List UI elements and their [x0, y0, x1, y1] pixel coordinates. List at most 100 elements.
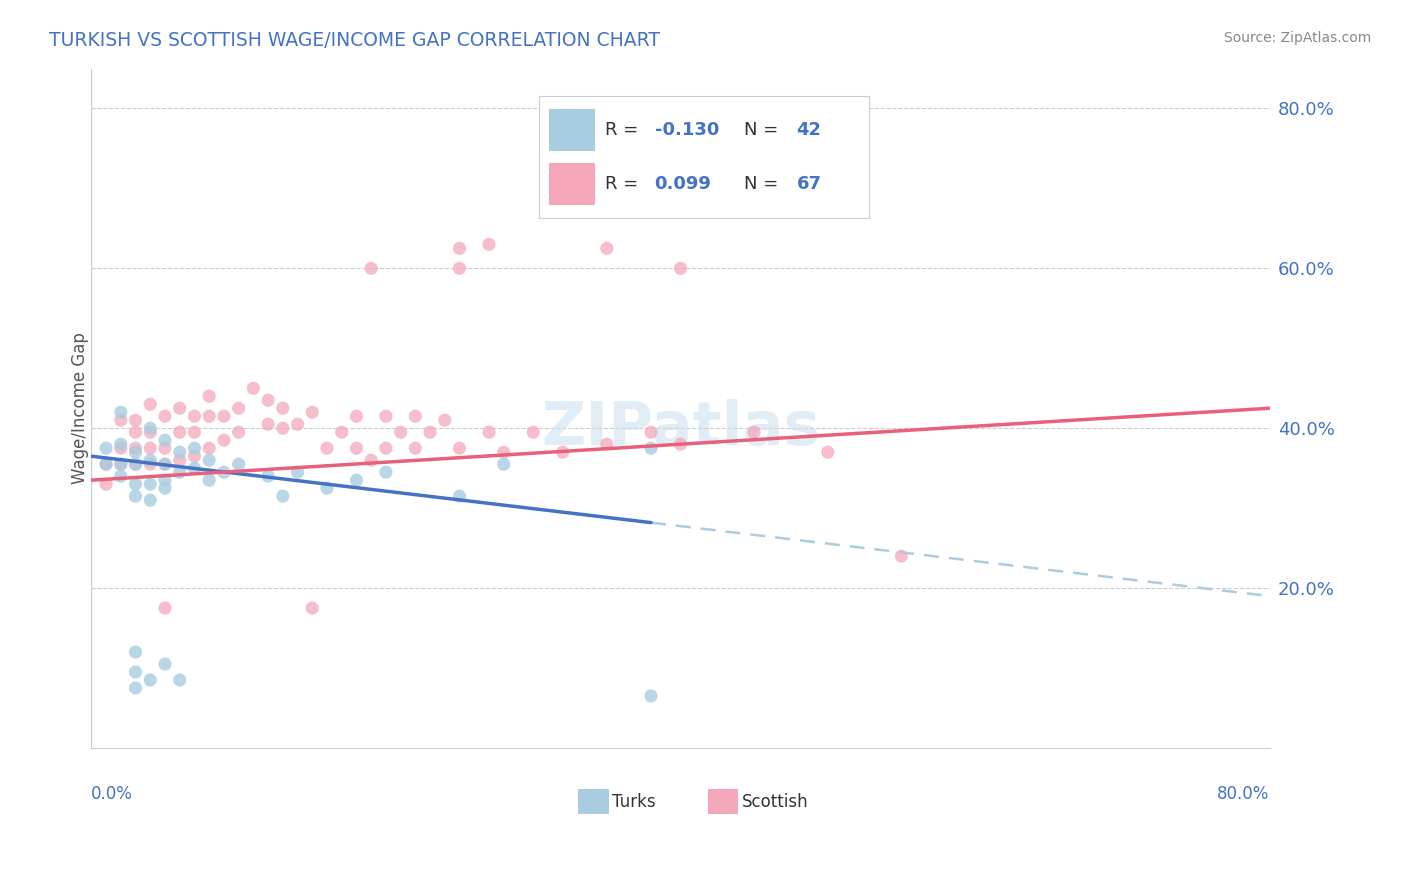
Point [374, 409, 396, 424]
Point [139, 457, 162, 471]
Point [478, 237, 501, 252]
Point [669, 437, 692, 451]
Point [257, 393, 280, 408]
Point [124, 681, 146, 695]
Point [596, 241, 619, 255]
Point [139, 425, 162, 440]
Point [287, 417, 309, 432]
Point [287, 465, 309, 479]
Point [183, 441, 205, 455]
Point [110, 457, 132, 471]
Point [124, 457, 146, 471]
Point [449, 489, 471, 503]
Point [94, 477, 117, 491]
Point [742, 425, 765, 440]
Point [374, 465, 396, 479]
Point [169, 401, 191, 416]
Point [198, 473, 221, 487]
Point [316, 441, 339, 455]
Y-axis label: Wage/Income Gap: Wage/Income Gap [72, 333, 89, 484]
Point [360, 261, 382, 276]
Point [212, 409, 235, 424]
Point [596, 437, 619, 451]
Point [360, 453, 382, 467]
Point [228, 457, 250, 471]
Point [124, 441, 146, 455]
Point [301, 601, 323, 615]
Point [153, 409, 176, 424]
Point [669, 261, 692, 276]
Point [817, 445, 839, 459]
Point [271, 421, 294, 435]
Point [139, 453, 162, 467]
Point [153, 473, 176, 487]
Point [346, 409, 368, 424]
Point [316, 481, 339, 495]
Point [271, 401, 294, 416]
Point [169, 673, 191, 687]
Text: ZIPatlas: ZIPatlas [541, 399, 820, 458]
Point [153, 433, 176, 447]
Point [110, 441, 132, 455]
Point [183, 425, 205, 440]
Point [212, 465, 235, 479]
FancyBboxPatch shape [707, 789, 738, 814]
Point [110, 405, 132, 419]
Point [110, 413, 132, 427]
Point [124, 489, 146, 503]
Point [124, 445, 146, 459]
Point [153, 657, 176, 671]
Text: 80.0%: 80.0% [1218, 785, 1270, 804]
Point [183, 449, 205, 463]
Text: 0.0%: 0.0% [91, 785, 134, 804]
FancyBboxPatch shape [578, 789, 609, 814]
Point [110, 457, 132, 471]
Point [110, 437, 132, 451]
Point [139, 673, 162, 687]
Point [169, 425, 191, 440]
Text: TURKISH VS SCOTTISH WAGE/INCOME GAP CORRELATION CHART: TURKISH VS SCOTTISH WAGE/INCOME GAP CORR… [49, 31, 661, 50]
Point [640, 689, 662, 703]
Point [124, 645, 146, 659]
Point [212, 433, 235, 447]
Point [198, 409, 221, 424]
Point [492, 445, 515, 459]
Point [110, 469, 132, 483]
Point [139, 493, 162, 508]
Point [183, 409, 205, 424]
Point [94, 457, 117, 471]
Point [198, 453, 221, 467]
Point [153, 601, 176, 615]
Point [198, 389, 221, 403]
Point [522, 425, 544, 440]
Point [374, 441, 396, 455]
Point [94, 441, 117, 455]
Point [139, 441, 162, 455]
Point [257, 469, 280, 483]
Point [169, 445, 191, 459]
Point [94, 457, 117, 471]
Point [139, 421, 162, 435]
Point [449, 241, 471, 255]
Point [449, 441, 471, 455]
Point [169, 465, 191, 479]
Point [492, 457, 515, 471]
Point [169, 453, 191, 467]
Point [640, 441, 662, 455]
Point [346, 473, 368, 487]
Point [640, 425, 662, 440]
Point [124, 425, 146, 440]
Point [449, 261, 471, 276]
Point [139, 397, 162, 411]
Point [433, 413, 456, 427]
Point [404, 409, 426, 424]
Point [139, 477, 162, 491]
Point [389, 425, 412, 440]
Point [124, 457, 146, 471]
Point [124, 477, 146, 491]
Point [257, 417, 280, 432]
Point [153, 481, 176, 495]
Point [404, 441, 426, 455]
Point [183, 461, 205, 475]
Text: Source: ZipAtlas.com: Source: ZipAtlas.com [1223, 31, 1371, 45]
